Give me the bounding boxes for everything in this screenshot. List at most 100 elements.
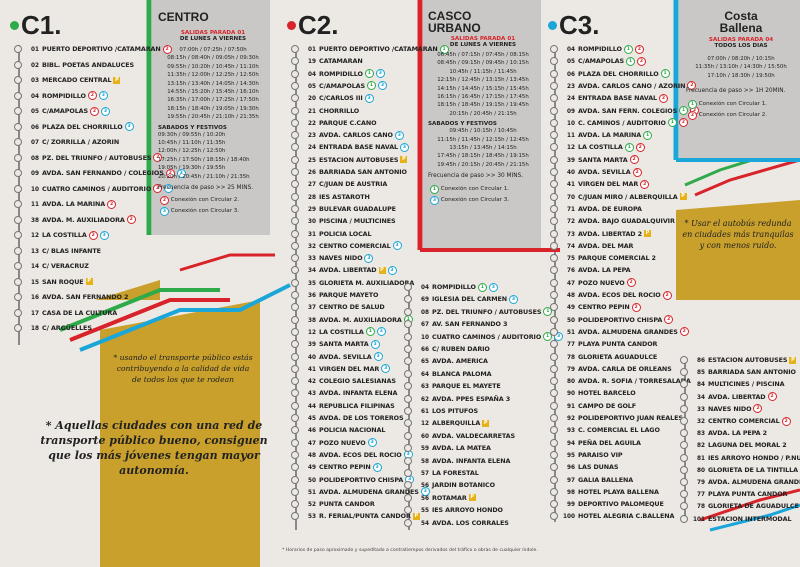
stop-row: 16 AVDA. SAN FERNANDO 2 xyxy=(14,291,128,303)
stop-row: 01 PUERTO DEPORTIVO /CATAMARAN 2 xyxy=(14,43,172,55)
stop-number: 79 xyxy=(566,364,575,373)
stop-name: CUATRO CAMINOS / AUDITORIO xyxy=(432,332,542,341)
stop-number: 37 xyxy=(307,303,316,312)
stop-number: 70 xyxy=(566,192,575,201)
casco-title-1: CASCO xyxy=(428,9,472,23)
stop-number: 59 xyxy=(420,444,429,453)
centro-connection-3: 3 Conexión con Circular 3. xyxy=(158,207,268,217)
circular-3-connection-icon: 3 xyxy=(101,106,111,116)
centro-connection-2: 2 Conexión con Circular 2. xyxy=(158,196,268,206)
stop-number: 14 xyxy=(30,262,39,270)
circular-2-connection-icon: 2 xyxy=(664,315,674,325)
stop-name: AVDA. LA MARINA xyxy=(42,200,106,208)
circular-3-connection-icon: 3 xyxy=(392,241,402,251)
stop-marker-icon xyxy=(14,153,22,162)
stop-row: 15 SAN ROQUE P xyxy=(14,276,93,288)
stop-name: ESTACION INTERMODAL xyxy=(708,514,792,523)
stop-name: CHORRILLO xyxy=(319,106,360,115)
schedule-line: 11:35h / 13:10h / 14:30h / 15:50h xyxy=(695,64,787,71)
stop-name: POLICIA LOCAL xyxy=(319,229,372,238)
stop-name: ENTRADA BASE NAVAL xyxy=(578,94,658,103)
stop-row: 64 BLANCA PALOMA xyxy=(404,368,492,380)
stop-marker-icon xyxy=(14,169,22,177)
stop-marker-icon xyxy=(550,414,558,422)
stop-name: AVDA. SAN FERNANDO / COLEGIOS xyxy=(42,169,164,177)
centro-weekday-times: 07:00h / 07:25h / 07:50h 08:15h / 08:40h … xyxy=(158,46,268,122)
circular-1-connection-icon: 1 xyxy=(365,327,375,337)
stop-number: 62 xyxy=(420,394,429,403)
stop-row: 52 PUNTA CANDOR xyxy=(291,498,375,510)
circular-2-dot xyxy=(287,21,296,30)
stop-number: 96 xyxy=(566,463,575,472)
circular-1-connection-icon: 1 xyxy=(477,282,487,292)
stop-marker-icon xyxy=(680,514,688,523)
stop-row: 47 POZO NUEVO 3 xyxy=(291,437,377,449)
stop-name: AVDA. ALMUDENA GRANDES xyxy=(319,487,419,496)
stop-number: 95 xyxy=(566,450,575,459)
stop-name: PLAYA PUNTA CANDOR xyxy=(578,340,658,349)
panel-centro xyxy=(152,0,270,235)
stop-row: 93 C. COMERCIAL EL LAGO xyxy=(550,424,660,436)
stop-marker-icon xyxy=(550,303,558,312)
stop-name: C/ BLAS INFANTE xyxy=(42,246,101,255)
circular-1-connection-icon: 1 xyxy=(660,69,670,79)
stop-row: 82 LAGUNA DEL MORAL 2 xyxy=(680,439,787,451)
stop-marker-icon xyxy=(291,143,299,152)
stop-number: 92 xyxy=(566,414,575,422)
schedule-line: 09:55h / 10:20h / 10:45h / 11:10h xyxy=(167,63,259,70)
stop-name: C/AMAPOLAS xyxy=(319,81,366,90)
costa-title-1: Costa xyxy=(724,9,758,23)
stop-name: PARQUE MAYETO xyxy=(319,291,379,299)
stop-number: 53 xyxy=(307,512,316,521)
stop-marker-icon xyxy=(291,241,299,250)
stop-number: 57 xyxy=(420,469,429,477)
stop-row: 79 AVDA. CARLA DE ORLEANS xyxy=(550,363,672,375)
stop-name: AVDA. SEVILLA xyxy=(319,352,372,361)
centro-sub3: SABADOS Y FESTIVOS xyxy=(158,124,227,131)
stop-row: 72 AVDA. BAJO GUADALQUIVIR xyxy=(550,215,675,227)
stop-row: 84 MULTICINES / PISCINA xyxy=(680,378,785,390)
circular-3-icon: 3 xyxy=(430,196,439,206)
stop-number: 72 xyxy=(566,217,575,226)
stop-number: 81 xyxy=(696,453,705,462)
parking-icon: P xyxy=(412,512,420,520)
stop-marker-icon xyxy=(550,512,558,521)
stop-name: PARQUE EL MAYETE xyxy=(432,382,501,391)
stop-row: 48 AVDA. ECOS DEL ROCIO 2 xyxy=(550,289,672,301)
stop-marker-icon xyxy=(550,401,558,410)
circular-1-label: C1. xyxy=(21,10,62,40)
stop-marker-icon xyxy=(291,192,299,201)
costa-frequency: Frecuencia de paso >> 1H 20MIN. xyxy=(686,88,786,95)
schedule-line: 13:15h / 13:40h / 14:05h / 14:30h xyxy=(167,80,259,87)
circular-2-connection-icon: 2 xyxy=(126,215,136,224)
stop-marker-icon xyxy=(404,506,412,515)
stop-marker-icon xyxy=(680,392,688,401)
stop-row: 90 HOTEL BARCELO xyxy=(550,387,636,399)
stop-number: 12 xyxy=(420,419,429,428)
stop-row: 50 POLIDEPORTIVO CHISPA 2 xyxy=(550,314,674,326)
stop-marker-icon xyxy=(550,352,558,361)
casco-info: CASCO URBANO SALIDAS PARADA 01 DE LUNES … xyxy=(428,9,538,206)
stop-number: 20 xyxy=(307,94,316,103)
circular-1-connection-icon: 1 xyxy=(626,56,636,66)
stop-marker-icon xyxy=(404,345,412,353)
stop-number: 49 xyxy=(307,463,316,472)
circular-3-connection-icon: 3 xyxy=(375,69,385,79)
schedule-line: 10:45h / 11:15h / 11:45h xyxy=(449,68,517,75)
schedule-line: 11:15h / 11:45h / 12:15h / 12:45h xyxy=(437,136,529,143)
circular-2-connection-icon: 2 xyxy=(632,167,642,177)
stop-number: 63 xyxy=(420,382,429,391)
stop-number: 56 xyxy=(420,493,429,502)
stop-marker-icon xyxy=(550,327,558,336)
costa-info: Costa Ballena SALIDAS PARADA 04 TODOS LO… xyxy=(686,9,796,121)
stop-number: 08 xyxy=(30,153,39,162)
stop-marker-icon xyxy=(404,407,412,415)
stop-name: AVDA. CARLOS CANO / AZORIN xyxy=(578,81,686,90)
parking-icon: P xyxy=(468,494,476,502)
circular-1-title: C1. xyxy=(10,10,61,41)
stop-number: 07 xyxy=(30,138,39,146)
stop-row: 57 LA FORESTAL xyxy=(404,467,479,479)
